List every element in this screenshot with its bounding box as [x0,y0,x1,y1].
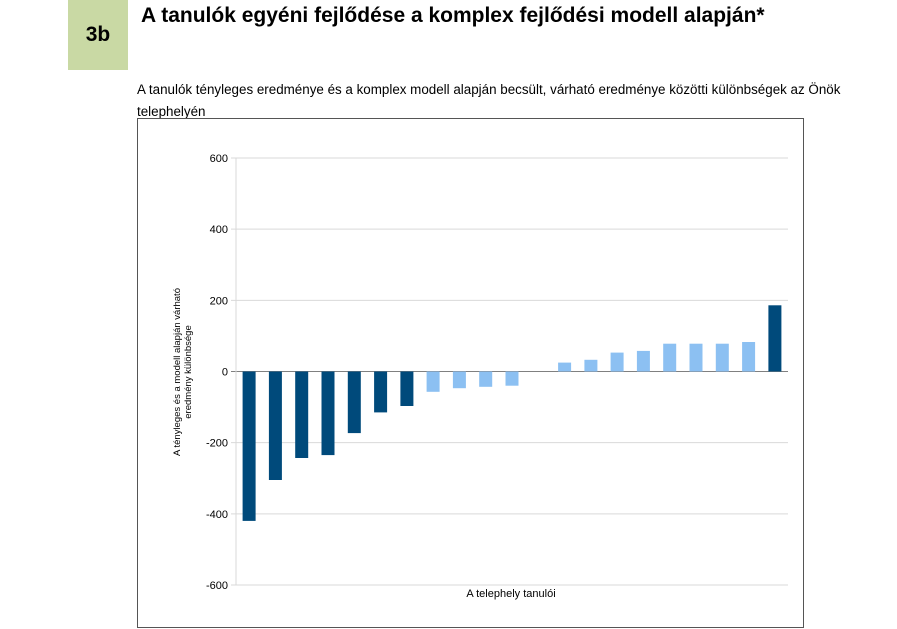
bar [400,371,414,406]
bar [689,343,703,372]
section-number-badge: 3b [68,0,128,70]
bar [242,371,256,521]
bar [558,362,572,372]
bar [663,343,677,372]
bar [295,371,309,458]
chart-frame: 600 400 200 0 -200 -400 -600 A telephely tanuló… [137,118,804,628]
x-axis-label: A telephely tanulói [466,588,555,600]
bar [479,371,493,387]
y-axis-label: A tényleges és a modell alapján várhatóe… [172,288,194,456]
y-tick-label: 0 [222,367,228,379]
section-title: A tanulók egyéni fejlődése a komplex fej… [141,4,765,27]
bar [321,371,335,456]
bar-chart: 600 400 200 0 -200 -400 -600 A telephely tanuló… [172,153,788,600]
bar [768,305,782,372]
y-tick-label: -600 [206,580,228,592]
bar [636,350,650,372]
bar [426,371,440,392]
bar [268,371,282,480]
bar [505,371,519,386]
bar [374,371,388,413]
bar [347,371,361,434]
chart-caption: A tanulók tényleges eredménye és a kompl… [137,82,841,119]
bar [610,352,624,372]
bar [715,343,729,372]
bar [452,371,466,389]
y-tick-label: 400 [210,224,228,236]
bar [742,342,756,372]
bar [584,359,598,372]
y-tick-label: 600 [210,153,228,165]
y-tick-label: 200 [210,295,228,307]
y-tick-label: -400 [206,509,228,521]
y-tick-label: -200 [206,438,228,450]
